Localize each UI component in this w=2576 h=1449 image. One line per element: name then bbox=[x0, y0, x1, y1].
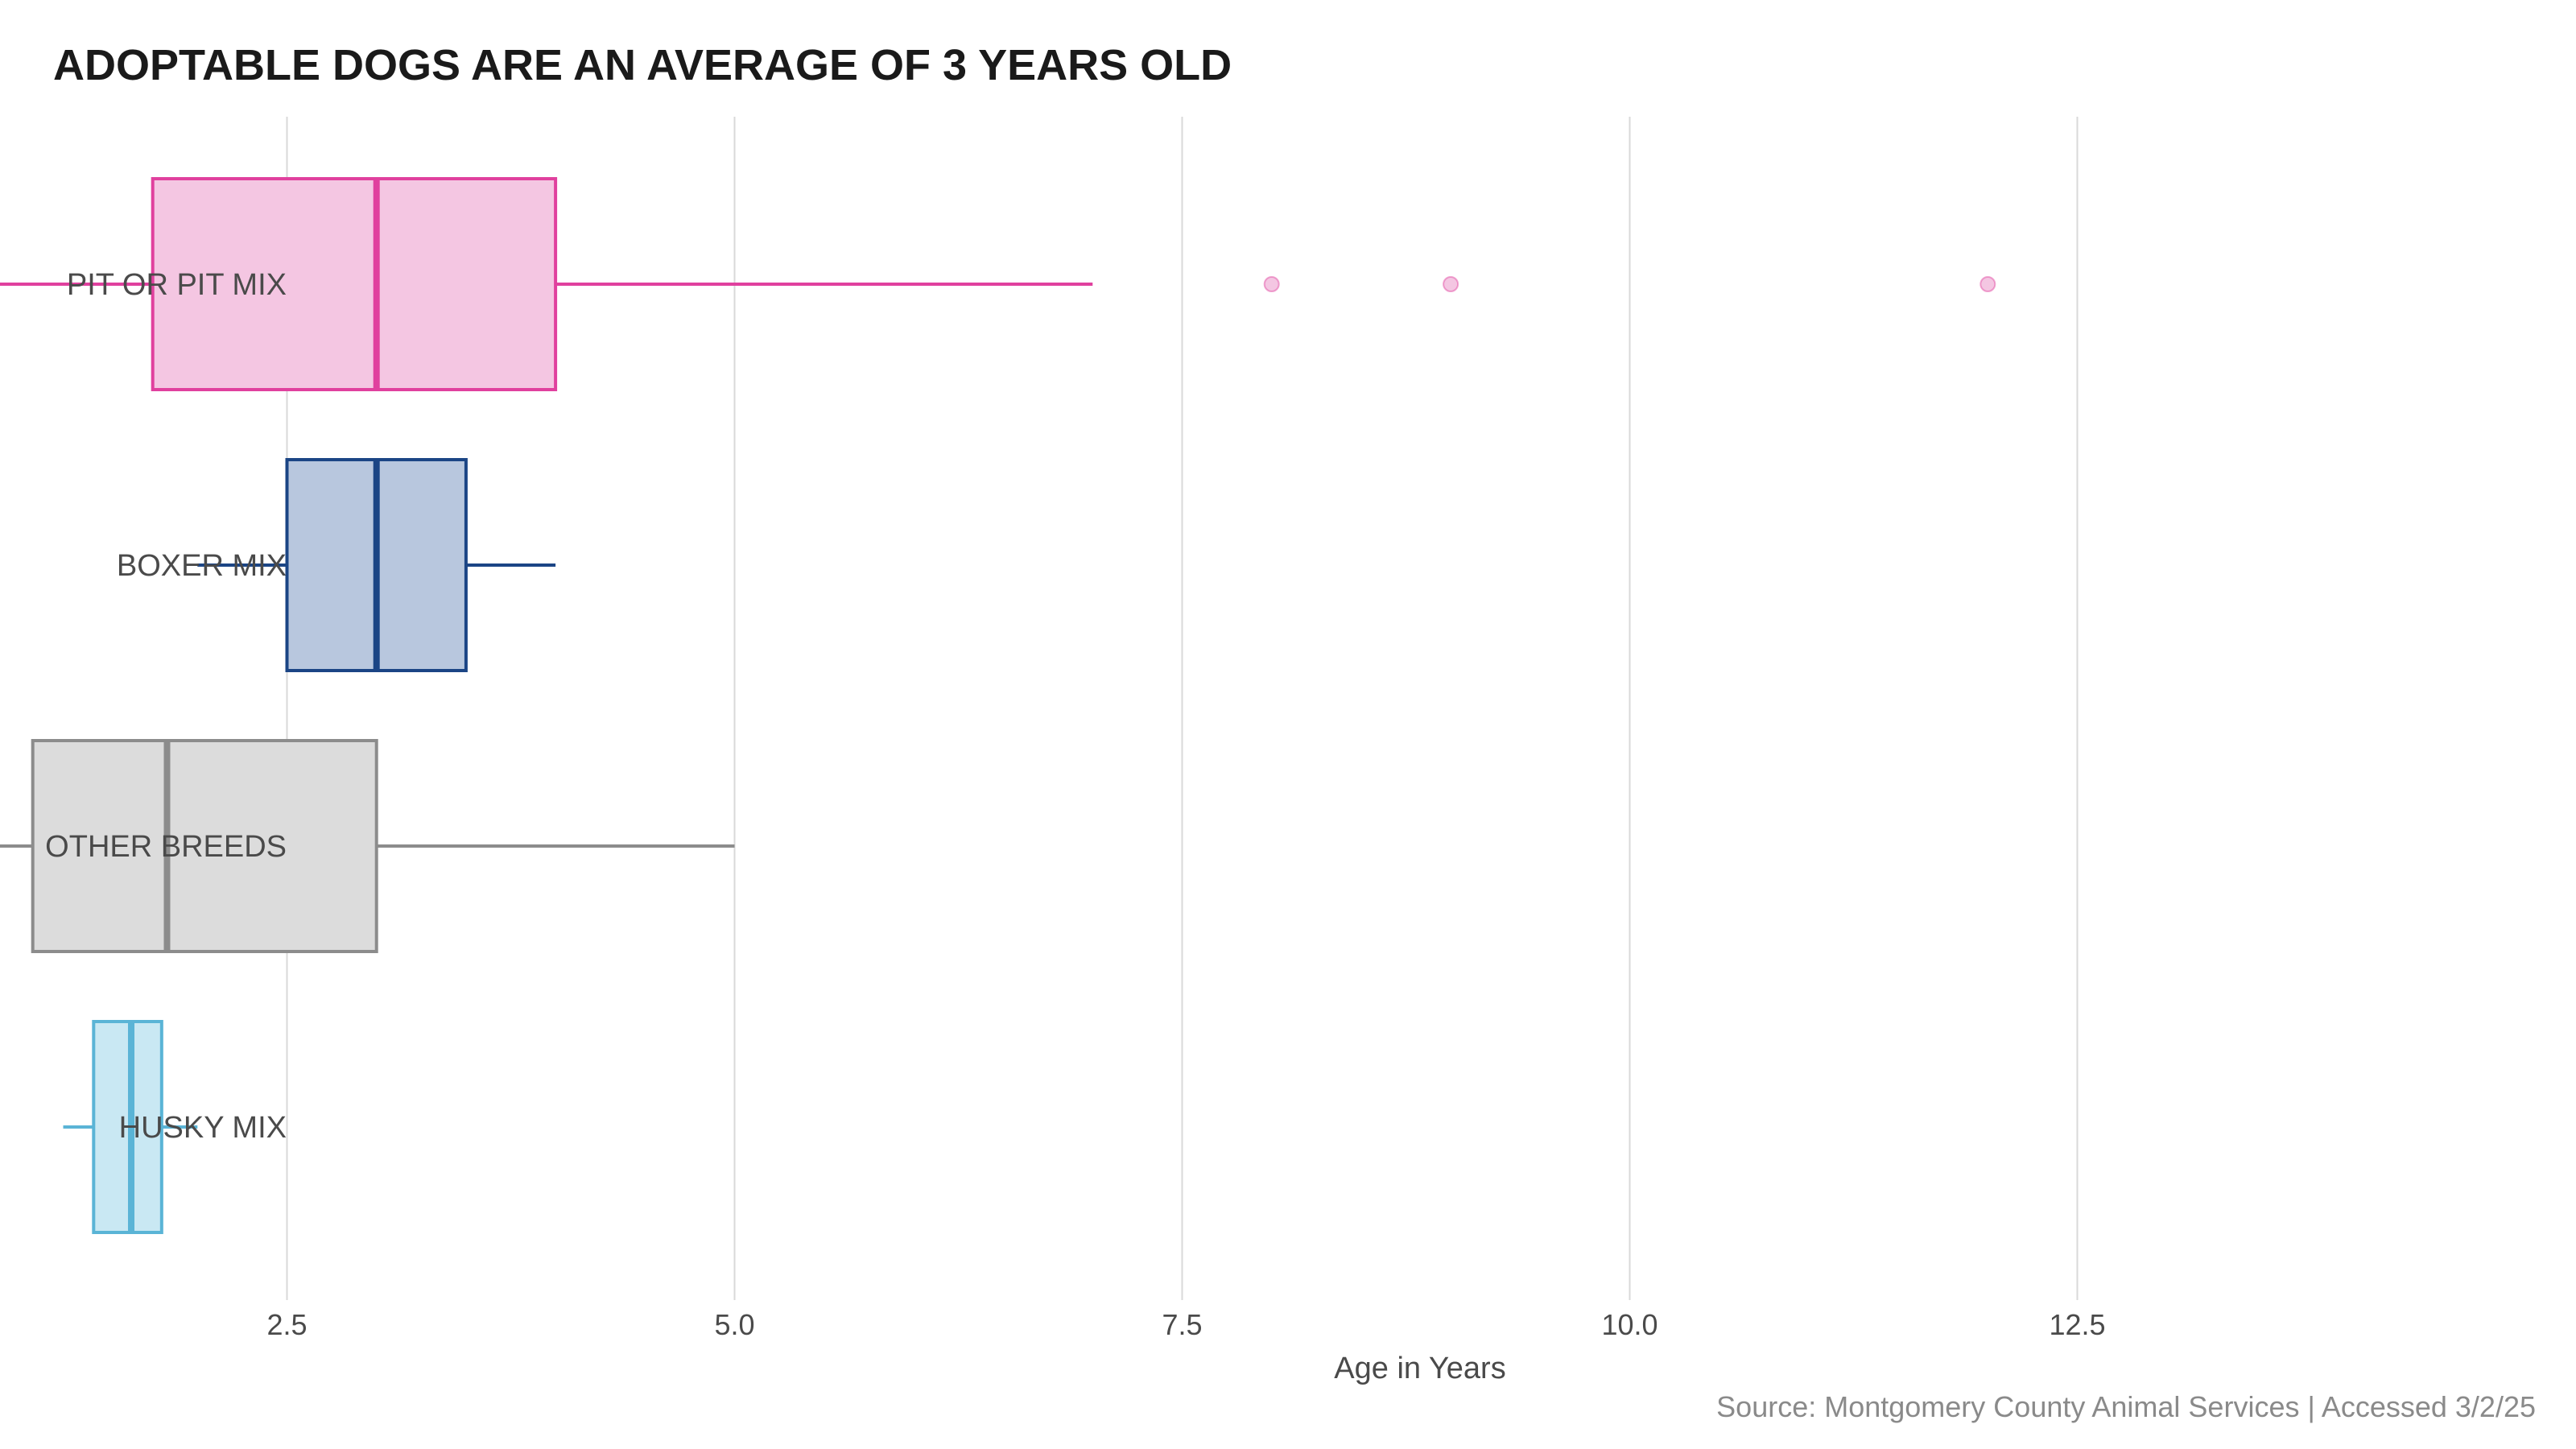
category-label-husky-mix: HUSKY MIX bbox=[119, 1111, 287, 1145]
box-husky-mix bbox=[63, 1020, 198, 1234]
box-pit-or-pit-mix bbox=[0, 177, 1996, 391]
category-label-pit-or-pit-mix: PIT OR PIT MIX bbox=[67, 268, 287, 302]
x-tick-label-12.5: 12.5 bbox=[2049, 1308, 2105, 1341]
x-tick-label-10.0: 10.0 bbox=[1601, 1308, 1657, 1341]
source-caption: Source: Montgomery County Animal Service… bbox=[1716, 1390, 2536, 1423]
iqr-box-pit-or-pit-mix bbox=[151, 177, 558, 391]
iqr-box-husky-mix bbox=[92, 1020, 163, 1234]
outlier-point-pit-or-pit-mix-2 bbox=[1979, 276, 1996, 292]
iqr-box-other-breeds bbox=[31, 739, 378, 953]
box-layer bbox=[0, 177, 1996, 1234]
outlier-point-pit-or-pit-mix-0 bbox=[1263, 276, 1280, 292]
box-boxer-mix bbox=[197, 458, 556, 672]
x-axis-title: Age in Years bbox=[1334, 1352, 1505, 1385]
category-labels: PIT OR PIT MIX BOXER MIX OTHER BREEDS HUSKY… bbox=[45, 268, 287, 1145]
outlier-point-pit-or-pit-mix-1 bbox=[1443, 276, 1459, 292]
x-tick-label-7.5: 7.5 bbox=[1162, 1308, 1202, 1341]
x-tick-label-5.0: 5.0 bbox=[714, 1308, 754, 1341]
chart-title: ADOPTABLE DOGS ARE AN AVERAGE OF 3 YEARS… bbox=[53, 41, 1232, 89]
x-axis-ticks: 2.5 5.0 7.5 10.0 12.5 bbox=[266, 1308, 2105, 1341]
x-tick-label-2.5: 2.5 bbox=[266, 1308, 307, 1341]
category-label-other-breeds: OTHER BREEDS bbox=[45, 830, 287, 864]
category-label-boxer-mix: BOXER MIX bbox=[117, 549, 287, 583]
box-other-breeds bbox=[0, 739, 735, 953]
